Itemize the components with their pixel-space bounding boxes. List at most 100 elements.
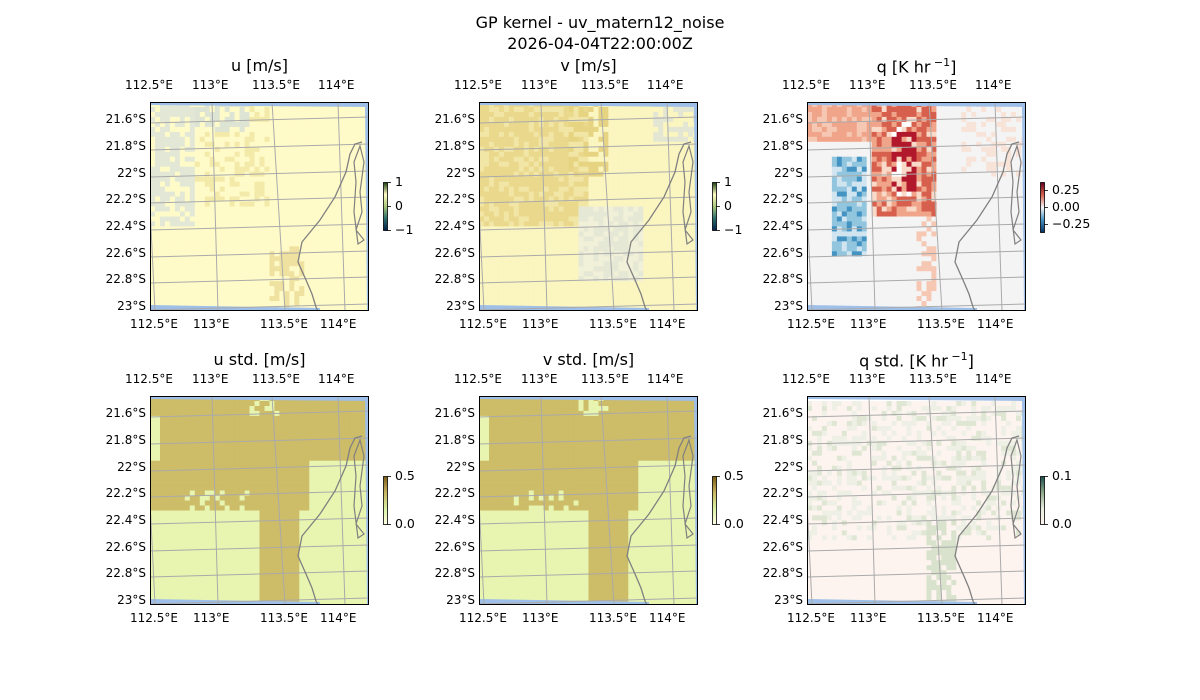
data-cell [484, 231, 490, 237]
data-cell [643, 291, 649, 297]
data-cell [199, 121, 206, 128]
data-cell [921, 291, 928, 297]
data-cell [901, 181, 908, 188]
data-cell [489, 191, 495, 198]
data-cell [931, 107, 937, 113]
data-cell [578, 296, 585, 302]
data-cell [493, 136, 500, 143]
data-cell [523, 181, 530, 188]
data-cell [314, 296, 320, 302]
data-cell [329, 161, 335, 168]
data-cell [329, 271, 335, 277]
data-cell [184, 221, 191, 227]
data-cell [941, 181, 947, 188]
data-cell [349, 266, 355, 272]
data-cell [593, 146, 600, 153]
data-cell [304, 131, 310, 138]
data-cell [493, 296, 500, 302]
data-cell [548, 141, 555, 148]
data-cell [896, 216, 903, 223]
data-cell [618, 112, 624, 118]
data-cell [603, 151, 609, 158]
data-cell [653, 281, 659, 287]
data-cell [269, 131, 276, 138]
data-cell [633, 301, 639, 307]
data-cell [289, 286, 295, 292]
data-cell [851, 241, 858, 247]
data-cell [339, 186, 345, 193]
data-cell [663, 151, 669, 158]
data-cell [866, 201, 873, 208]
data-cell [249, 136, 256, 143]
data-cell [563, 276, 570, 282]
data-cell [678, 261, 684, 267]
longitude-gridline [600, 102, 615, 311]
data-cell [155, 241, 161, 247]
data-cell [199, 176, 206, 183]
data-cell [663, 181, 669, 188]
data-cell [489, 296, 495, 302]
data-cell [150, 161, 156, 168]
data-cell [931, 146, 937, 153]
data-cell [294, 201, 300, 208]
data-cell [633, 221, 639, 227]
data-cell [224, 241, 231, 247]
data-cell [239, 107, 246, 113]
colorbar-tick-label: −1 [395, 222, 414, 237]
data-cell [658, 161, 664, 168]
data-cell [364, 271, 369, 277]
data-cell [573, 241, 580, 247]
latitude-gridline [150, 143, 369, 151]
data-cell [299, 166, 305, 173]
data-cell [836, 116, 843, 123]
latitude-gridline [150, 170, 369, 178]
data-cell [911, 206, 918, 213]
data-cell [189, 196, 196, 203]
data-cell [484, 116, 490, 123]
data-cell [528, 286, 535, 292]
data-cell [866, 281, 873, 287]
data-cell [931, 166, 937, 173]
data-cell [279, 136, 285, 143]
data-cell [886, 211, 893, 218]
data-cell [891, 131, 898, 138]
data-cell [344, 116, 350, 123]
data-cell [821, 186, 828, 193]
data-cell [274, 291, 280, 297]
lon-tick-label-bottom: 113.5°E [589, 317, 637, 331]
data-cell [588, 256, 595, 262]
data-cell [234, 112, 241, 118]
data-cell [503, 261, 510, 267]
data-cell [583, 271, 590, 277]
data-cell [866, 151, 873, 158]
data-cell [568, 156, 575, 163]
data-cell [826, 211, 833, 218]
data-cell [648, 301, 654, 307]
data-cell [314, 136, 320, 143]
data-cell [648, 151, 654, 158]
data-cell [688, 291, 694, 297]
data-cell [479, 171, 485, 178]
data-cell [623, 126, 629, 133]
data-cell [224, 296, 231, 302]
data-cell [678, 107, 684, 113]
data-cell [274, 301, 280, 307]
data-cell [896, 146, 903, 153]
data-cell [598, 191, 605, 198]
data-cell [841, 112, 848, 118]
data-cell [648, 216, 654, 223]
colorbar-tick-label: 1 [395, 174, 403, 189]
data-cell [199, 301, 206, 307]
data-cell [618, 286, 624, 292]
data-cell [493, 196, 500, 203]
data-cell [274, 216, 280, 223]
data-cell [568, 166, 575, 173]
data-cell [538, 186, 545, 193]
data-cell [194, 151, 201, 158]
data-cell [886, 121, 893, 128]
data-cell [851, 226, 858, 232]
data-cell [538, 256, 545, 262]
data-cell [239, 141, 246, 148]
data-cell [239, 161, 246, 168]
data-cell [826, 241, 833, 247]
